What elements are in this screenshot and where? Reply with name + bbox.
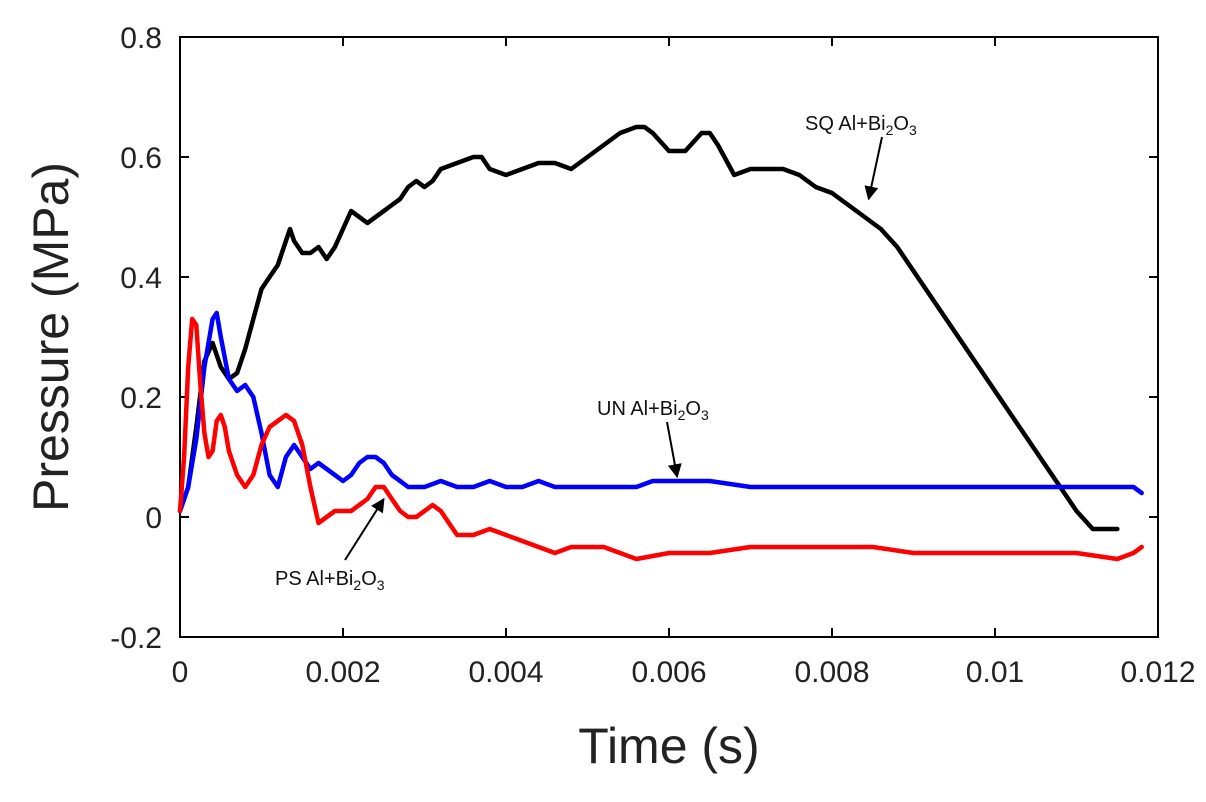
x-tick-label: 0 xyxy=(172,656,189,689)
series-label-ps: PS Al+Bi2O3 xyxy=(275,568,385,593)
annotation-arrow-ps xyxy=(344,497,385,561)
y-axis-ticks: -0.2 0 0.2 0.4 0.6 0.8 xyxy=(110,22,1158,655)
annotation-arrow-un xyxy=(666,421,682,479)
x-tick-label: 0.006 xyxy=(631,656,706,689)
series-line-sq xyxy=(177,124,1120,532)
plot-frame xyxy=(179,36,1159,638)
y-tick-label: 0.4 xyxy=(120,262,162,295)
y-tick-label: 0.6 xyxy=(120,142,162,175)
x-axis-ticks: 0 0.002 0.004 0.006 0.008 0.01 0.012 xyxy=(172,37,1196,689)
y-tick-label: 0.8 xyxy=(120,22,162,55)
series-line-un xyxy=(177,310,1144,514)
x-tick-label: 0.002 xyxy=(305,656,380,689)
annotation-arrow-sq xyxy=(864,136,883,201)
y-tick-label: 0.2 xyxy=(120,382,162,415)
y-axis-title: Pressure (MPa) xyxy=(23,162,79,512)
x-tick-label: 0.008 xyxy=(794,656,869,689)
y-tick-label: -0.2 xyxy=(110,622,162,655)
series-line-ps xyxy=(177,316,1144,562)
y-tick-label: 0 xyxy=(145,502,162,535)
series-label-sq: SQ Al+Bi2O3 xyxy=(805,113,917,138)
x-tick-label: 0.004 xyxy=(468,656,543,689)
x-tick-label: 0.012 xyxy=(1120,656,1195,689)
series-label-un: UN Al+Bi2O3 xyxy=(597,398,709,423)
x-tick-label: 0.01 xyxy=(966,656,1024,689)
annotation-layer: SQ Al+Bi2O3 UN Al+Bi2O3 PS Al+Bi2O3 xyxy=(275,113,917,593)
series-layer xyxy=(177,124,1144,562)
x-axis-title: Time (s) xyxy=(578,718,759,774)
